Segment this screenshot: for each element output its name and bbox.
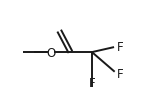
Text: F: F — [89, 77, 95, 90]
Text: F: F — [117, 67, 124, 80]
Text: O: O — [46, 46, 55, 59]
Text: F: F — [117, 41, 124, 54]
